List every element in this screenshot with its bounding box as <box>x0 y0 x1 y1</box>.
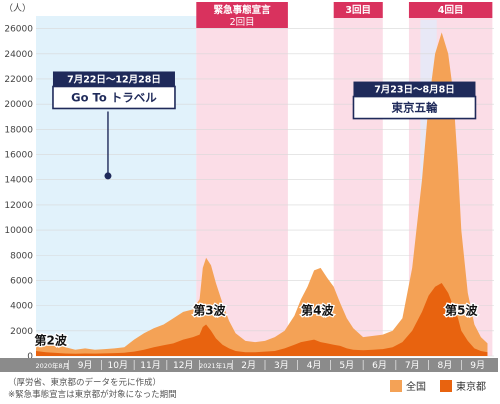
x-tick-label: 3月 <box>274 360 289 371</box>
legend-item-nationwide: 全国 <box>390 378 426 393</box>
y-tick-label: 8000 <box>10 251 33 261</box>
y-tick-label: 12000 <box>4 201 33 211</box>
x-tick-label: 7月 <box>405 360 420 371</box>
band-label: 緊急事態宣言 <box>214 4 272 16</box>
legend-swatch-nationwide <box>390 379 402 392</box>
y-tick-label: 16000 <box>4 151 33 161</box>
series-area-tokyo <box>36 283 488 356</box>
y-tick-label: 0 <box>27 352 33 362</box>
period-band <box>36 16 197 356</box>
annotation-date: 7月23日～8月8日 <box>374 85 455 96</box>
band-header <box>333 2 383 18</box>
annotation-header <box>52 71 175 87</box>
x-tick-label: 11月 <box>140 360 160 371</box>
y-tick-label: 26000 <box>4 25 33 35</box>
y-tick-label: 4000 <box>10 302 33 312</box>
x-tick-label: 4月 <box>307 360 322 371</box>
wave-label: 第4波 <box>301 302 334 317</box>
y-tick-label: 2000 <box>10 327 33 337</box>
y-tick-label: 24000 <box>4 50 33 60</box>
y-tick-label: 10000 <box>4 226 33 236</box>
wave-label: 第5波 <box>445 302 478 317</box>
y-unit-label: （人） <box>4 3 31 14</box>
annotation-dot <box>104 172 112 180</box>
band-label: 3回目 <box>345 5 371 16</box>
annotation-label: 東京五輪 <box>391 101 437 115</box>
x-tick-label: 8月 <box>438 360 453 371</box>
annotation-header <box>353 81 476 97</box>
annotation-date: 7月22日～12月28日 <box>67 74 161 85</box>
emergency-note: ※緊急事態宣言は東京都が対象になった期間 <box>8 390 177 400</box>
x-tick-label: 5月 <box>339 360 354 371</box>
x-tick-label: 6月 <box>372 360 387 371</box>
legend-label-nationwide: 全国 <box>406 382 426 393</box>
legend-label-tokyo: 東京都 <box>456 382 486 393</box>
y-tick-label: 22000 <box>4 75 33 85</box>
wave-label: 第3波 <box>193 302 226 317</box>
x-tick-label: 2月 <box>241 360 256 371</box>
wave-label: 第2波 <box>35 333 68 348</box>
x-tick-label: 10月 <box>108 360 128 371</box>
band-header <box>408 2 493 18</box>
y-tick-label: 20000 <box>4 100 33 110</box>
x-tick-label: 2020年8月 <box>36 361 70 370</box>
x-tick-label: 9月 <box>470 360 485 371</box>
y-tick-label: 18000 <box>4 125 33 135</box>
band-label: 2回目 <box>230 17 255 28</box>
x-axis-bar <box>0 358 498 372</box>
period-band <box>333 16 383 356</box>
legend-swatch-tokyo <box>440 379 452 392</box>
annotation-box <box>352 95 477 120</box>
band-header <box>196 2 288 28</box>
annotation-box <box>52 85 176 110</box>
x-tick-label: 2021年1月 <box>199 361 233 370</box>
y-tick-label: 6000 <box>10 276 33 286</box>
band-label: 4回目 <box>438 5 464 16</box>
source-note: （厚労省、東京都のデータを元に作成） <box>8 378 162 388</box>
x-tick-label: 9月 <box>78 360 93 371</box>
legend-item-tokyo: 東京都 <box>440 378 486 393</box>
annotation-label: Go To トラベル <box>71 90 157 104</box>
y-tick-label: 14000 <box>4 176 33 186</box>
x-tick-label: 12月 <box>173 360 193 371</box>
